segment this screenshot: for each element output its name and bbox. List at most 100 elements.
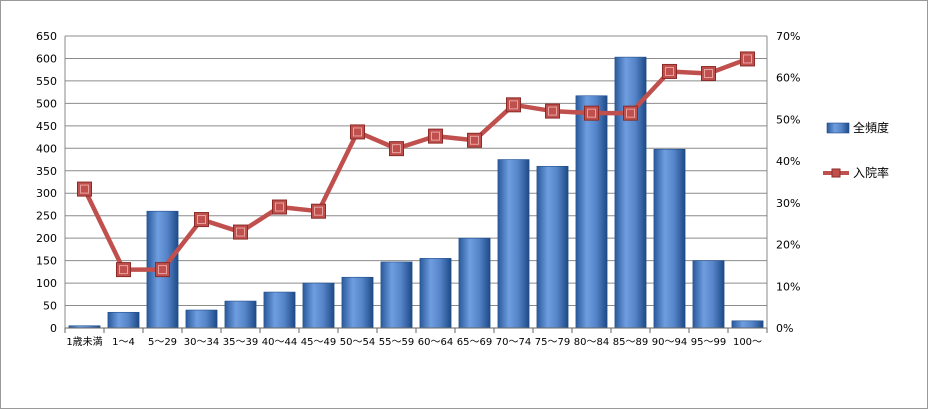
bar <box>497 159 530 329</box>
rate-marker-inner <box>587 108 596 118</box>
rate-marker <box>740 51 755 67</box>
y-left-tick-label: 450 <box>36 120 57 133</box>
y-left-tick-label: 400 <box>36 142 57 155</box>
x-tick-label: 30～34 <box>184 337 219 348</box>
x-tick-label: 1歳未満 <box>66 336 102 348</box>
rate-marker <box>545 103 560 119</box>
x-tick-label: 90～94 <box>652 337 687 348</box>
rate-marker <box>311 203 326 219</box>
rate-marker-inner <box>158 265 167 275</box>
bar-series <box>68 56 764 329</box>
x-tick-label: 100～ <box>733 337 762 348</box>
x-tick-label: 60～64 <box>418 337 453 348</box>
y-right-tick-label: 0% <box>776 322 793 335</box>
y-left-tick-label: 150 <box>36 255 57 268</box>
rate-marker-inner <box>548 106 557 116</box>
y-left-tick-label: 250 <box>36 210 57 223</box>
gridlines <box>65 35 767 329</box>
rate-marker <box>194 212 209 228</box>
rate-marker-inner <box>275 202 284 212</box>
rate-marker-inner <box>236 227 245 237</box>
bar <box>536 165 569 329</box>
y-left-tick-label: 0 <box>50 322 57 335</box>
x-tick-label: 70～74 <box>496 337 531 348</box>
rate-marker <box>623 105 638 121</box>
rate-marker <box>428 128 443 144</box>
bar <box>692 260 725 329</box>
y-right-tick-label: 40% <box>776 155 800 168</box>
y-left-tick-label: 500 <box>36 97 57 110</box>
bar <box>380 261 413 329</box>
x-tick-label: 50～54 <box>340 337 375 348</box>
rate-marker-inner <box>431 131 440 141</box>
rate-marker-inner <box>314 206 323 216</box>
x-tick-label: 1～4 <box>112 337 135 348</box>
x-tick-label: 45～49 <box>301 337 336 348</box>
legend-line-marker <box>831 168 841 178</box>
bar <box>107 311 140 329</box>
bar <box>614 56 647 329</box>
bar <box>302 282 335 329</box>
y-right-tick-label: 70% <box>776 30 800 43</box>
y-right-tick-label: 30% <box>776 197 800 210</box>
bar <box>575 95 608 329</box>
bar <box>419 258 452 329</box>
rate-marker-inner <box>665 66 674 76</box>
x-tick-label: 55～59 <box>379 337 414 348</box>
bar <box>653 148 686 329</box>
bar <box>263 291 296 329</box>
rate-marker <box>155 262 170 278</box>
y-left-tick-label: 100 <box>36 277 57 290</box>
rate-marker-inner <box>197 215 206 225</box>
y-right-tick-label: 20% <box>776 239 800 252</box>
x-tick-label: 85～89 <box>613 337 648 348</box>
rate-marker-inner <box>704 69 713 79</box>
x-tick-label: 75～79 <box>535 337 570 348</box>
x-tick-label: 65～69 <box>457 337 492 348</box>
rate-marker <box>77 181 92 197</box>
rate-marker-inner <box>392 144 401 154</box>
axes: 0 50 100 150 200 250 300 350 400 450 500 550 600 650 0… <box>36 30 800 348</box>
rate-marker-inner <box>626 108 635 118</box>
rate-marker <box>233 224 248 240</box>
x-tick-label: 95～99 <box>691 337 726 348</box>
rate-marker <box>350 124 365 140</box>
y-left-tick-label: 300 <box>36 187 57 200</box>
rate-marker <box>662 63 677 79</box>
rate-marker-inner <box>470 135 479 145</box>
rate-marker <box>584 105 599 121</box>
x-tick-label: 5～29 <box>148 337 177 348</box>
rate-marker-inner <box>743 54 752 64</box>
x-tick-label: 40～44 <box>262 337 297 348</box>
x-tick-label: 35～39 <box>223 337 258 348</box>
y-left-tick-label: 200 <box>36 232 57 245</box>
y-left-tick-label: 50 <box>43 300 57 313</box>
y-left-tick-label: 600 <box>36 52 57 65</box>
rate-marker <box>506 97 521 113</box>
bar <box>185 309 218 329</box>
rate-marker-inner <box>119 265 128 275</box>
rate-marker-inner <box>80 184 89 194</box>
rate-marker-inner <box>509 100 518 110</box>
line-series <box>77 51 755 278</box>
legend-bar-label: 全頻度 <box>853 120 889 135</box>
y-left-tick-label: 350 <box>36 165 57 178</box>
bar <box>458 237 491 329</box>
bar <box>224 300 257 329</box>
y-right-tick-label: 10% <box>776 280 800 293</box>
bar <box>731 320 764 329</box>
rate-marker <box>116 262 131 278</box>
rate-marker-inner <box>353 127 362 137</box>
y-left-tick-label: 550 <box>36 75 57 88</box>
y-right-tick-label: 50% <box>776 113 800 126</box>
rate-marker <box>701 66 716 82</box>
rate-marker <box>467 132 482 148</box>
y-left-tick-label: 650 <box>36 30 57 43</box>
legend-line-label: 入院率 <box>853 165 889 180</box>
bar <box>341 276 374 329</box>
x-tick-label: 80～84 <box>574 337 609 348</box>
rate-marker <box>389 141 404 157</box>
